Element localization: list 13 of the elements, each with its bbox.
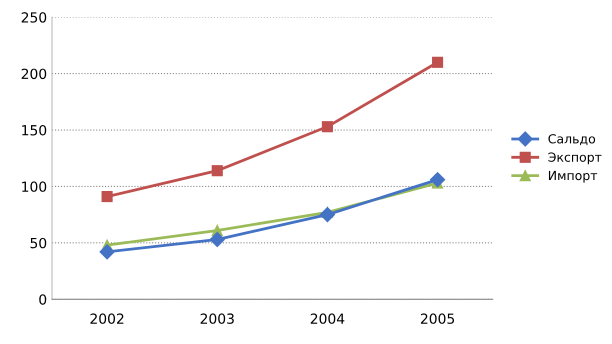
x-tick-label: 2005	[420, 313, 454, 324]
x-tick-label: 2004	[310, 313, 344, 324]
y-tick-label: 150	[22, 125, 46, 136]
y-tick-label: 0	[39, 294, 46, 305]
y-tick-label: 200	[22, 68, 46, 80]
y-tick-label: 100	[22, 181, 46, 192]
legend-label: Импорт	[548, 170, 598, 183]
y-tick-label: 50	[30, 238, 46, 248]
legend-label: Экспорт	[548, 152, 602, 164]
legend-label: Сальдо	[548, 134, 596, 146]
x-tick-label: 2003	[200, 313, 234, 324]
y-tick-label: 250	[22, 12, 46, 23]
x-tick-label: 2002	[90, 313, 124, 324]
